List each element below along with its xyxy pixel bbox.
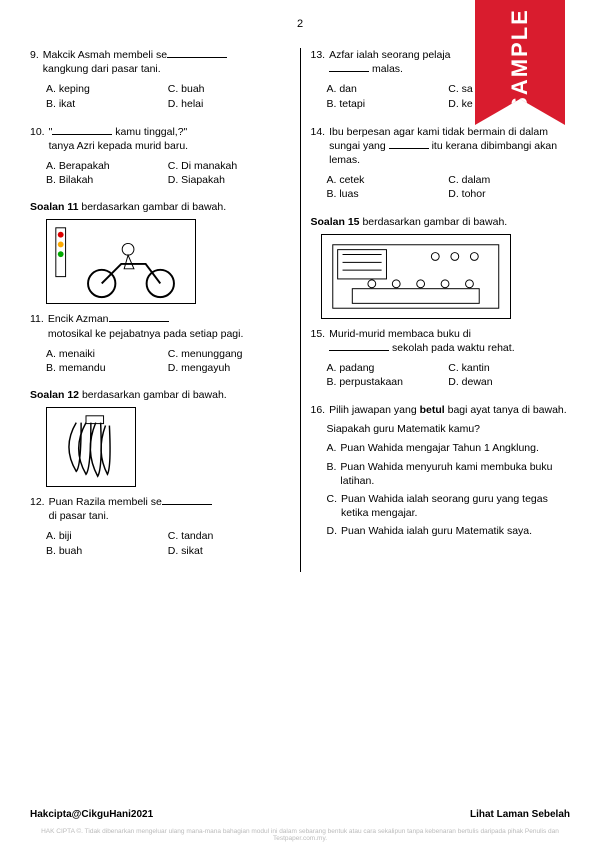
q-body: Encik Azmanmotosikal ke pejabatnya pada … xyxy=(48,312,290,340)
left-column: 9. Makcik Asmah membeli sekangkung dari … xyxy=(30,48,301,572)
opt: B. Bilakah xyxy=(46,173,168,187)
copyright: Hakcipta@CikguHani2021 xyxy=(30,809,153,820)
question-16: 16. Pilih jawapan yang betul bagi ayat t… xyxy=(311,403,571,538)
motorcycle-icon xyxy=(48,220,194,303)
q-body: Puan Razila membeli sedi pasar tani. xyxy=(49,495,290,523)
q-num: 13. xyxy=(311,48,326,76)
sample-text: SAMPLE xyxy=(507,8,533,112)
fineprint: HAK CIPTA ©. Tidak dibenarkan mengeluar … xyxy=(30,828,570,842)
opt: C. dalam xyxy=(448,173,570,187)
q-body: " kamu tinggal,?"tanya Azri kepada murid… xyxy=(49,125,290,153)
opt: B. tetapi xyxy=(327,97,449,111)
opt: C. tandan xyxy=(168,529,290,543)
q-num: 9. xyxy=(30,48,39,76)
opt: D. sikat xyxy=(168,544,290,558)
opt: B. memandu xyxy=(46,361,168,375)
right-column: 13. Azfar ialah seorang pelaja malas. A.… xyxy=(301,48,571,572)
q-body: Makcik Asmah membeli sekangkung dari pas… xyxy=(43,48,290,76)
library-icon xyxy=(323,235,509,318)
opt: C. Di manakah xyxy=(168,159,290,173)
question-14: 14. Ibu berpesan agar kami tidak bermain… xyxy=(311,125,571,202)
opt: A. menaiki xyxy=(46,347,168,361)
instruction-15: Soalan 15 berdasarkan gambar di bawah. xyxy=(311,216,571,228)
image-banana xyxy=(46,407,136,487)
opt: C.Puan Wahida ialah seorang guru yang te… xyxy=(327,492,571,520)
opt: B.Puan Wahida menyuruh kami membuka buku… xyxy=(327,460,571,488)
q-num: 14. xyxy=(311,125,326,168)
q-body: Ibu berpesan agar kami tidak bermain di … xyxy=(329,125,570,168)
opt: A. cetek xyxy=(327,173,449,187)
opt: A.Puan Wahida mengajar Tahun 1 Angklung. xyxy=(327,441,571,455)
image-library xyxy=(321,234,511,319)
question-10: 10. " kamu tinggal,?"tanya Azri kepada m… xyxy=(30,125,290,188)
opt: C. kantin xyxy=(448,361,570,375)
footer: Hakcipta@CikguHani2021 Lihat Laman Sebel… xyxy=(30,809,570,820)
question-12: 12. Puan Razila membeli sedi pasar tani.… xyxy=(30,495,290,558)
opt: D. dewan xyxy=(448,375,570,389)
opt: C. buah xyxy=(168,82,290,96)
q-num: 16. xyxy=(311,403,326,417)
opt: B. perpustakaan xyxy=(327,375,449,389)
q-body: Murid-murid membaca buku di sekolah pada… xyxy=(329,327,570,355)
next-page-hint: Lihat Laman Sebelah xyxy=(470,809,570,820)
q-num: 11. xyxy=(30,312,44,340)
opt: D. Siapakah xyxy=(168,173,290,187)
content-columns: 9. Makcik Asmah membeli sekangkung dari … xyxy=(30,48,570,572)
opt: D. helai xyxy=(168,97,290,111)
question-9: 9. Makcik Asmah membeli sekangkung dari … xyxy=(30,48,290,111)
opt: D. tohor xyxy=(448,187,570,201)
opt: B. ikat xyxy=(46,97,168,111)
opt: A. biji xyxy=(46,529,168,543)
q-num: 10. xyxy=(30,125,45,153)
opt: D.Puan Wahida ialah guru Matematik saya. xyxy=(327,524,571,538)
opt: A. dan xyxy=(327,82,449,96)
opt: C. menunggang xyxy=(168,347,290,361)
image-motorcycle xyxy=(46,219,196,304)
opt: D. mengayuh xyxy=(168,361,290,375)
q16-sub: Siapakah guru Matematik kamu? xyxy=(311,423,571,435)
opt: B. luas xyxy=(327,187,449,201)
q-body: Pilih jawapan yang betul bagi ayat tanya… xyxy=(329,403,570,417)
banana-icon xyxy=(47,408,135,486)
instruction-12: Soalan 12 berdasarkan gambar di bawah. xyxy=(30,389,290,401)
q-num: 12. xyxy=(30,495,45,523)
opt: A. Berapakah xyxy=(46,159,168,173)
opt: B. buah xyxy=(46,544,168,558)
q-num: 15. xyxy=(311,327,326,355)
instruction-11: Soalan 11 berdasarkan gambar di bawah. xyxy=(30,201,290,213)
opt: A. keping xyxy=(46,82,168,96)
opt: A. padang xyxy=(327,361,449,375)
question-15: 15. Murid-murid membaca buku di sekolah … xyxy=(311,327,571,390)
question-11: 11. Encik Azmanmotosikal ke pejabatnya p… xyxy=(30,312,290,375)
